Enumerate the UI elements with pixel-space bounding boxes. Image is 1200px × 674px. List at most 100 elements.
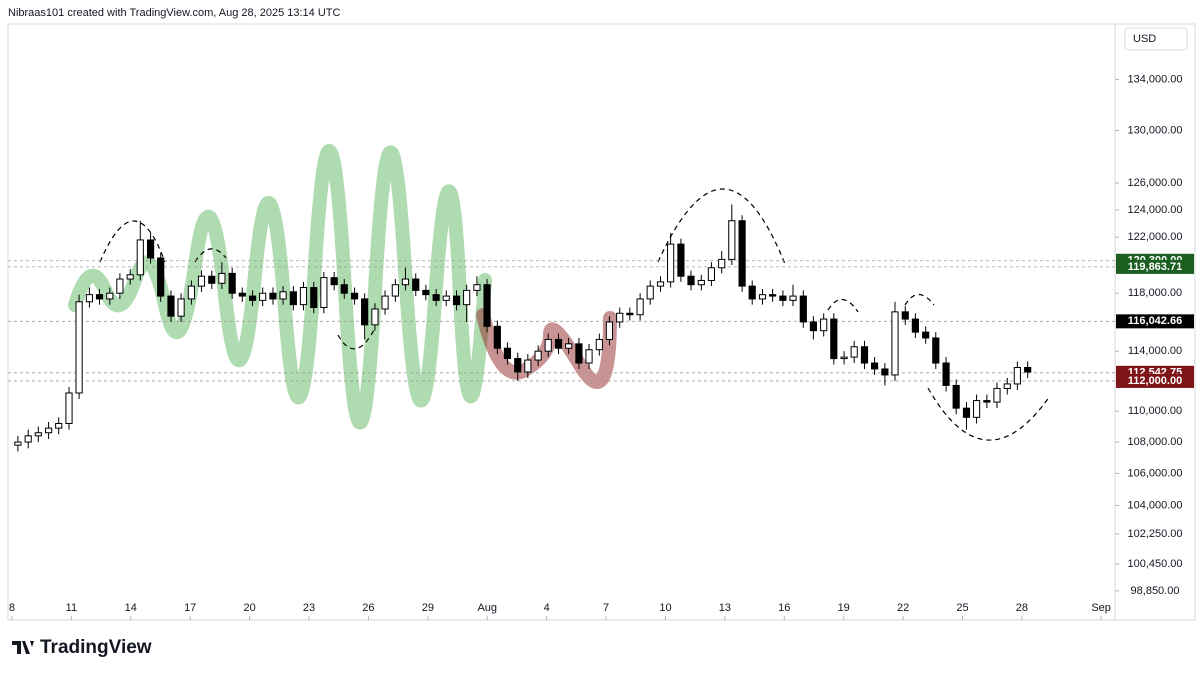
candle-body [45, 427, 53, 434]
x-tick-label: 10 [659, 602, 671, 614]
x-tick-label: 4 [544, 602, 550, 614]
candle-body [493, 325, 501, 349]
candle-body [697, 279, 705, 286]
candle-body [932, 337, 940, 364]
y-tick-label: 104,000.00 [1127, 499, 1182, 511]
y-tick-label: 110,000.00 [1128, 405, 1182, 417]
logo-mark [12, 641, 34, 654]
candle-body [259, 292, 267, 301]
candle-body [616, 312, 624, 323]
candle-body [483, 284, 491, 327]
candle-body [1013, 366, 1021, 385]
candle-body [208, 275, 216, 284]
candle-body [24, 435, 32, 443]
x-tick-label: 29 [422, 602, 434, 614]
currency-box[interactable] [1124, 27, 1188, 51]
candle-body [942, 362, 950, 386]
candle-body [126, 274, 134, 280]
candle-body [85, 294, 93, 303]
candle-body [136, 239, 144, 276]
candle-body [748, 285, 756, 300]
candle-body [738, 220, 746, 287]
y-tick-label: 114,000.00 [1128, 345, 1182, 357]
red-highlight [476, 308, 617, 389]
candle-body [850, 346, 858, 358]
candle-body [870, 362, 879, 370]
candle-body [34, 432, 42, 437]
candle-body [758, 294, 767, 300]
candle-body [891, 311, 899, 376]
candle-body [983, 400, 991, 403]
candle-body [554, 338, 563, 349]
x-tick-label: 11 [66, 602, 77, 614]
x-tick-label: 14 [125, 602, 137, 614]
candle-body [391, 284, 399, 297]
candle-body [901, 311, 909, 320]
x-tick-label: 13 [719, 602, 731, 614]
y-tick-label: 126,000.00 [1127, 177, 1182, 189]
candle-body [371, 308, 379, 326]
candle-body [218, 272, 226, 284]
candle-body [116, 278, 124, 294]
candle-body [248, 295, 257, 301]
candle-body [350, 292, 359, 300]
candle-body [187, 285, 195, 300]
candle-body [687, 275, 695, 286]
arc [904, 293, 935, 306]
candle-body [269, 292, 277, 300]
candle-body [840, 356, 848, 360]
candle-body [401, 278, 410, 286]
candle-body [106, 292, 114, 300]
candle-body [452, 295, 461, 306]
candle-body [167, 295, 175, 317]
candle-body [473, 284, 481, 291]
candle-body [157, 257, 165, 297]
candle-body [289, 291, 297, 306]
candle-body [993, 387, 1001, 403]
dashed-arcs [99, 188, 1051, 441]
candle-body [1003, 383, 1011, 389]
y-tick-label: 122,000.00 [1127, 231, 1182, 243]
header: Nibraas101 created with TradingView.com,… [8, 7, 340, 19]
arc [827, 298, 859, 313]
candle-body [279, 291, 287, 300]
candle-body [830, 318, 838, 360]
candle-body [585, 349, 593, 364]
logo: TradingView [12, 637, 152, 658]
candle-body [779, 295, 787, 301]
candle-body [595, 338, 603, 351]
y-tick-label: 134,000.00 [1127, 73, 1182, 85]
candle-body [544, 338, 552, 352]
candle-body [412, 278, 420, 291]
x-tick-label: 19 [838, 602, 850, 614]
x-tick-label: 23 [303, 602, 315, 614]
candle-body [146, 239, 155, 259]
candle-body [820, 318, 828, 332]
x-tick-label: 25 [956, 602, 968, 614]
currency[interactable]: USD [1133, 33, 1156, 45]
candle-body [646, 285, 654, 300]
x-tick-label: 17 [184, 602, 196, 614]
candle-body [605, 321, 614, 340]
candle-body [799, 295, 807, 323]
candle-body [972, 400, 981, 418]
candle-body [55, 422, 63, 429]
plot-layer [8, 204, 1115, 452]
x-tick-label: 20 [243, 602, 255, 614]
candle-body [636, 298, 644, 316]
candle-body [575, 343, 583, 364]
candle-body [718, 258, 726, 269]
candle-body [14, 441, 22, 446]
candle-body [809, 321, 817, 332]
candle-body [667, 243, 675, 283]
candle-body [707, 267, 715, 281]
candle-body [238, 292, 246, 297]
candle-body [789, 295, 797, 301]
candle-body [65, 392, 73, 424]
candle-body [299, 287, 308, 306]
candle-body [881, 368, 889, 376]
candle-body [75, 301, 83, 394]
